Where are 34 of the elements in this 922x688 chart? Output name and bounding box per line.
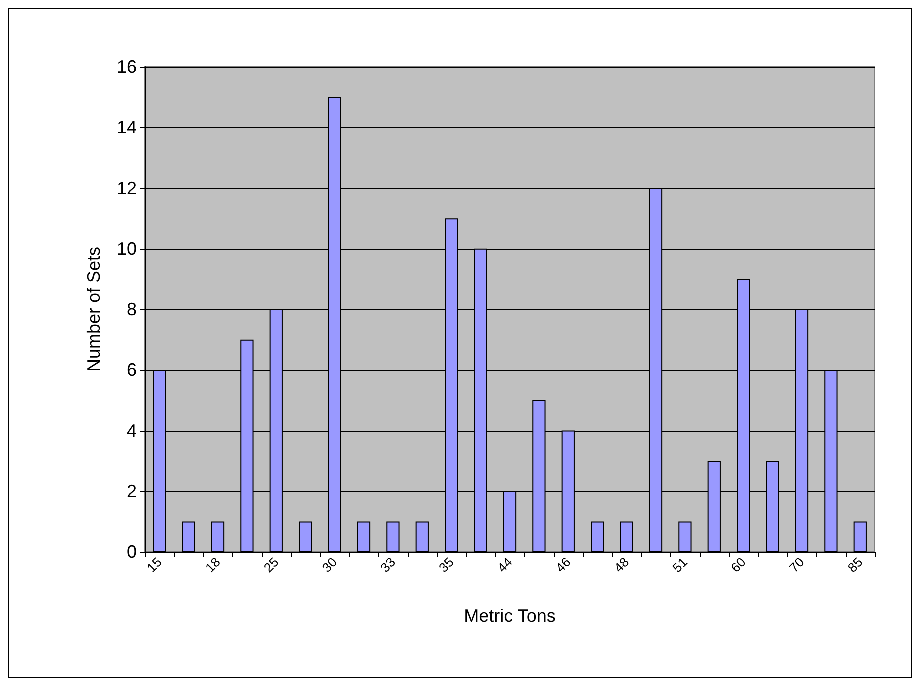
x-tick-label: 85: [844, 554, 866, 576]
y-tick-label: 2: [126, 481, 137, 502]
x-tick-label: 33: [378, 554, 399, 576]
x-tick-label: 30: [319, 554, 340, 576]
bar: [678, 522, 692, 552]
y-tick-label: 8: [126, 300, 137, 320]
x-tick-label: 18: [202, 554, 224, 576]
x-tick-label: 25: [260, 554, 282, 576]
bar: [416, 522, 429, 552]
x-tick-label: 48: [611, 554, 632, 576]
y-tick-label: 10: [116, 238, 137, 259]
bar: [620, 522, 634, 552]
bar: [386, 522, 400, 552]
x-tick-label: 51: [670, 554, 691, 576]
y-tick-label: 16: [116, 57, 137, 77]
x-tick-label: 44: [494, 554, 516, 576]
bar: [591, 522, 604, 552]
bar: [854, 522, 867, 552]
y-axis-title: Number of Sets: [84, 246, 104, 372]
x-axis-title: Metric Tons: [464, 606, 556, 626]
y-tick-label: 6: [126, 360, 137, 380]
x-tick-label: 15: [144, 554, 165, 576]
bar: [182, 522, 196, 552]
bar: [299, 522, 312, 552]
y-tick-label: 12: [116, 178, 137, 198]
y-tick-label: 4: [126, 420, 137, 441]
x-tick-label: 35: [436, 554, 457, 576]
x-tick-label: 46: [552, 554, 574, 576]
bar: [211, 522, 225, 552]
y-tick-label: 14: [116, 118, 137, 138]
x-tick-label: 60: [728, 554, 749, 576]
bar: [357, 522, 371, 552]
y-tick-label: 0: [126, 542, 137, 562]
x-tick-label: 70: [786, 554, 808, 576]
